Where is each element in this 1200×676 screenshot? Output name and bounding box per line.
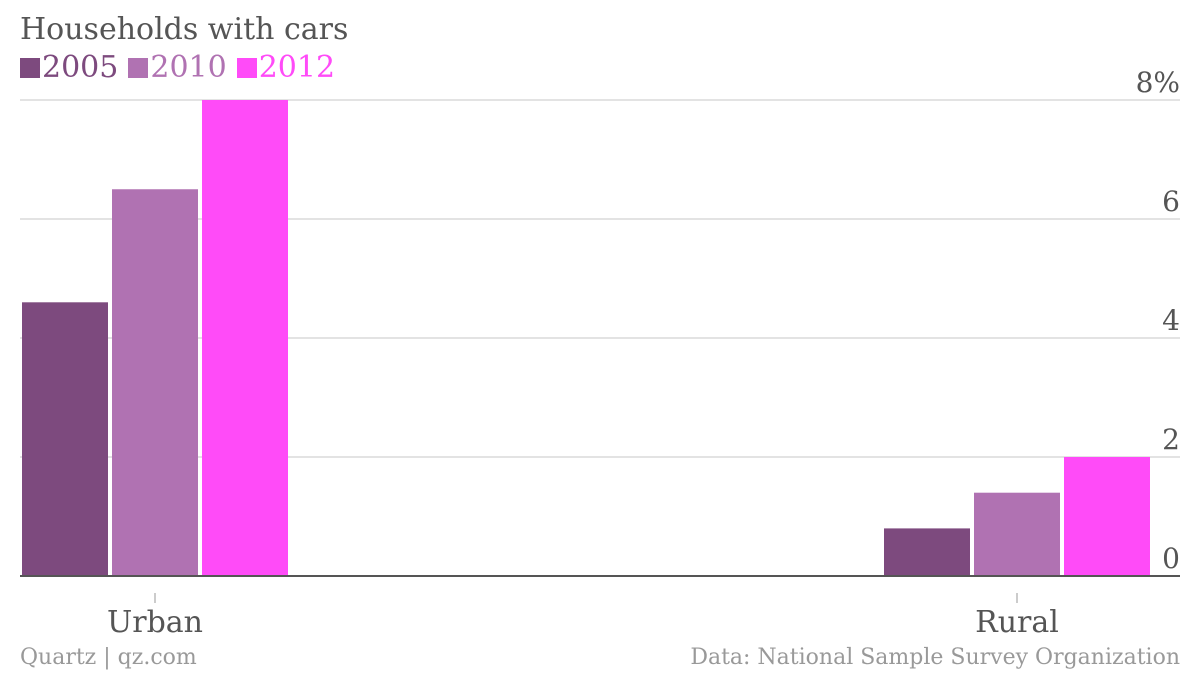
y-tick-label: 0	[1162, 542, 1180, 575]
x-category-label: Rural	[975, 605, 1059, 640]
x-category-label: Urban	[107, 605, 203, 640]
footer-source: Data: National Sample Survey Organizatio…	[690, 645, 1180, 670]
bar	[974, 492, 1060, 576]
y-tick-label: 2	[1162, 423, 1180, 456]
legend-item: 2005	[20, 50, 118, 85]
bar	[202, 100, 288, 576]
bar	[112, 189, 198, 576]
footer-credit: Quartz | qz.com	[20, 645, 197, 670]
legend-item: 2012	[236, 50, 336, 85]
y-tick-label: 8%	[1136, 66, 1180, 99]
legend-swatch	[128, 57, 149, 78]
legend-swatch	[20, 57, 40, 78]
legend: 2005 2010 2012	[20, 50, 335, 85]
y-tick-label: 4	[1162, 304, 1180, 337]
legend-label: 2005	[42, 50, 119, 85]
y-tick-label: 6	[1162, 185, 1180, 218]
bar	[22, 302, 108, 576]
chart-svg: 0 2 4 6 8% Urban Rural	[20, 66, 1180, 640]
chart-title: Households with cars	[20, 12, 349, 47]
legend-swatch	[236, 57, 257, 78]
legend-label: 2010	[150, 50, 227, 85]
legend-label: 2012	[258, 50, 336, 85]
bar	[884, 528, 970, 576]
bar	[1064, 457, 1150, 576]
legend-item: 2010	[128, 50, 227, 85]
